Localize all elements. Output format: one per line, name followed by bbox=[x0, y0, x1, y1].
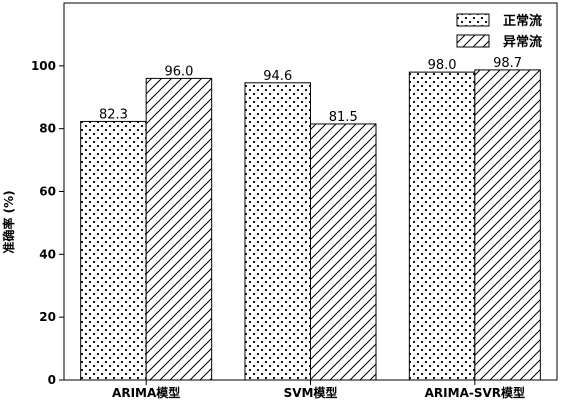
bar-abnormal bbox=[310, 123, 377, 381]
y-tick-label: 60 bbox=[39, 185, 56, 199]
legend-label-abnormal: 异常流 bbox=[503, 34, 542, 50]
legend: 正常流 异常流 bbox=[456, 13, 542, 50]
x-tick-label: SVM模型 bbox=[284, 385, 338, 400]
x-tick-label: ARIMA-SVR模型 bbox=[425, 385, 525, 400]
bar-value-label: 94.6 bbox=[263, 69, 292, 84]
y-tick-label: 80 bbox=[39, 122, 56, 136]
bars-layer bbox=[80, 69, 541, 381]
bar-value-label: 96.0 bbox=[164, 64, 193, 79]
x-tick-label: ARIMA模型 bbox=[112, 385, 180, 400]
bar-abnormal bbox=[474, 69, 541, 381]
y-tick-label: 40 bbox=[39, 247, 56, 261]
labels-layer: 82.3 96.0 94.6 81.5 98.0 98.7 bbox=[99, 56, 522, 125]
ticks-layer: 0 20 40 60 80 100 ARIMA模型 SVM模型 ARIMA-SVR模型 bbox=[31, 59, 525, 400]
y-tick-label: 20 bbox=[39, 310, 56, 324]
bar-normal bbox=[244, 82, 311, 381]
legend-swatch-normal bbox=[456, 13, 490, 27]
bar-abnormal bbox=[145, 77, 213, 381]
bar-value-label: 81.5 bbox=[329, 110, 358, 125]
y-tick-label: 0 bbox=[48, 373, 56, 387]
bar-value-label: 82.3 bbox=[99, 107, 128, 122]
bar-normal bbox=[80, 120, 147, 381]
y-tick-label: 100 bbox=[31, 59, 56, 73]
y-axis-label: 准确率 (%) bbox=[1, 190, 16, 253]
bar-value-label: 98.0 bbox=[428, 58, 457, 73]
bar-normal bbox=[408, 71, 476, 381]
bar-value-label: 98.7 bbox=[493, 56, 522, 71]
legend-label-normal: 正常流 bbox=[503, 13, 542, 29]
legend-swatch-abnormal bbox=[456, 34, 490, 48]
